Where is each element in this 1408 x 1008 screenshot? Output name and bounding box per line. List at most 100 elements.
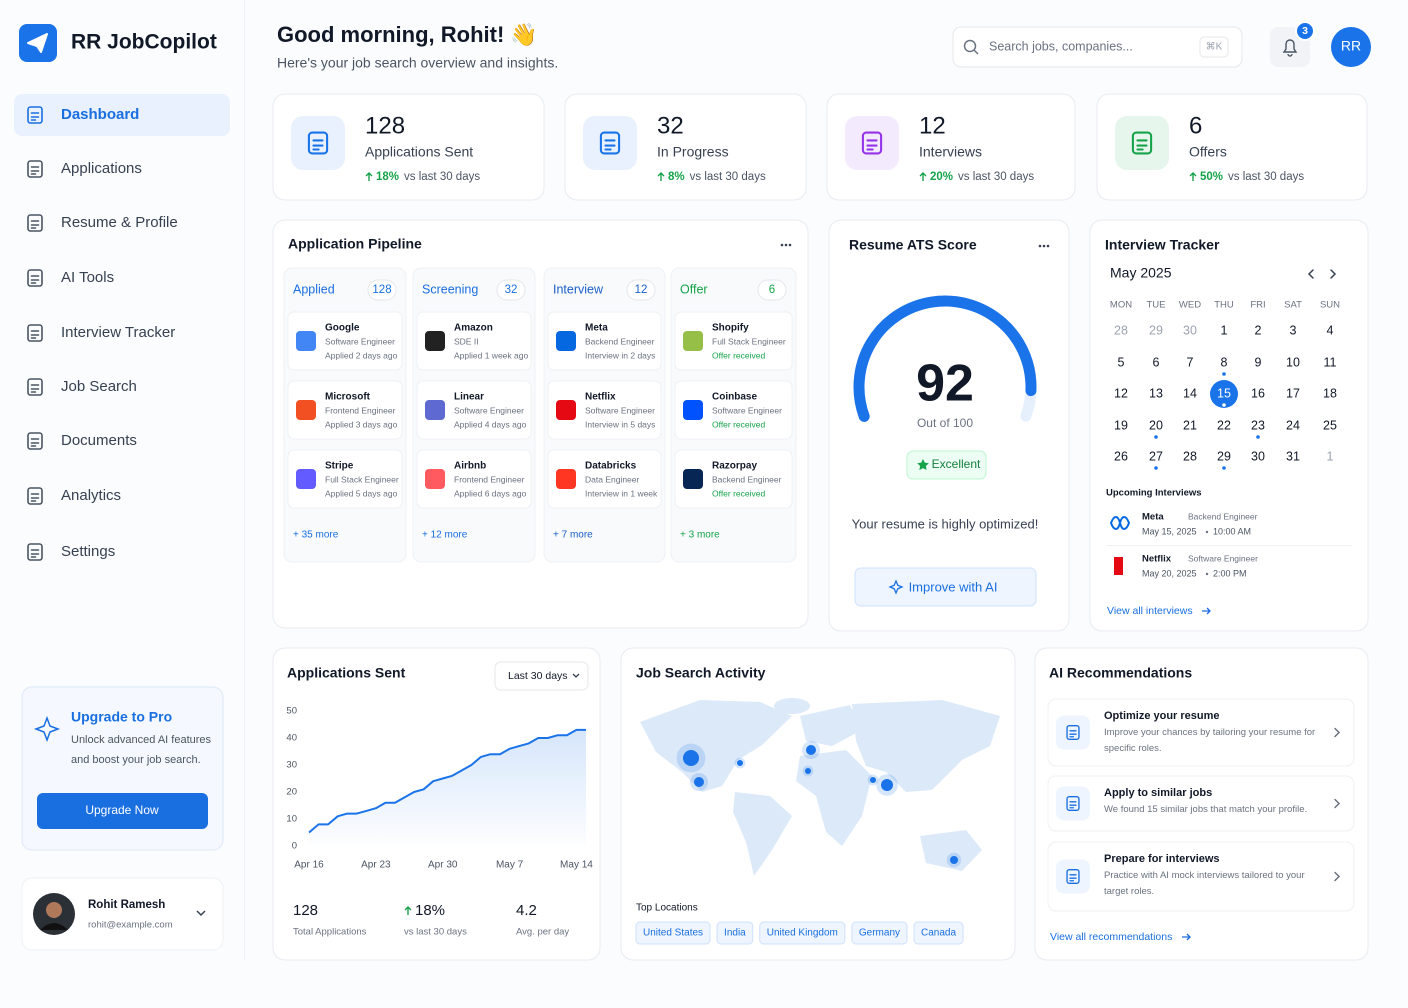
chevron[interactable] <box>1330 269 1337 279</box>
summary-value: 4.2 <box>516 902 537 919</box>
ats-note: Your resume is highly optimized! <box>852 516 1039 531</box>
calendar-day[interactable]: 27 <box>1149 449 1163 463</box>
job-role: Backend Engineer <box>712 474 782 484</box>
calendar-day[interactable]: 5 <box>1118 355 1125 369</box>
job-card[interactable] <box>416 380 532 440</box>
job-card[interactable] <box>674 449 793 509</box>
calendar-day[interactable]: 24 <box>1286 418 1300 432</box>
y-tick-label: 50 <box>286 706 297 717</box>
calendar-day[interactable]: 26 <box>1114 449 1128 463</box>
sparkle-icon <box>888 579 904 595</box>
calendar-day[interactable]: 29 <box>1149 323 1163 337</box>
job-card[interactable] <box>547 380 662 440</box>
location-chip[interactable] <box>851 921 908 945</box>
calendar-day[interactable]: 13 <box>1149 386 1163 400</box>
icon-shape <box>30 549 40 558</box>
location-chip[interactable] <box>635 921 711 945</box>
calendar-day[interactable]: 19 <box>1114 418 1128 432</box>
job-card[interactable] <box>547 449 662 509</box>
calendar-day[interactable]: 28 <box>1114 323 1128 337</box>
calendar-day[interactable]: 21 <box>1183 418 1197 432</box>
calendar-day[interactable]: 8 <box>1221 355 1228 369</box>
recommendation-card[interactable] <box>1047 698 1355 767</box>
search-box[interactable] <box>952 26 1243 68</box>
calendar-day[interactable]: 9 <box>1255 355 1262 369</box>
user-card[interactable] <box>21 877 224 951</box>
summary-value: 128 <box>293 902 318 919</box>
calendar-day[interactable]: 20 <box>1149 418 1163 432</box>
location-chip[interactable] <box>759 921 846 945</box>
ats-button[interactable] <box>854 567 1037 607</box>
column-more[interactable]: + 7 more <box>553 530 593 541</box>
job-card[interactable] <box>674 311 793 371</box>
job-role: Backend Engineer <box>585 336 655 346</box>
column-more[interactable]: + 3 more <box>680 530 720 541</box>
job-card[interactable] <box>416 311 532 371</box>
column-more[interactable]: + 35 more <box>293 530 339 541</box>
job-card[interactable] <box>287 311 403 371</box>
menu-dot <box>1038 244 1042 248</box>
nav-item[interactable] <box>14 257 230 299</box>
stat-icon <box>1131 131 1153 155</box>
calendar-day[interactable]: 25 <box>1323 418 1337 432</box>
calendar-day[interactable]: 31 <box>1286 449 1300 463</box>
recommendation-icon-bg <box>1056 786 1090 821</box>
chevron[interactable] <box>1307 269 1314 279</box>
calendar-day[interactable]: 16 <box>1251 386 1265 400</box>
job-card[interactable] <box>674 380 793 440</box>
column-more[interactable]: + 12 more <box>422 530 468 541</box>
job-card[interactable] <box>547 311 662 371</box>
calendar-day[interactable]: 22 <box>1217 418 1231 432</box>
calendar-day[interactable]: 12 <box>1114 386 1128 400</box>
company-logo <box>683 400 703 420</box>
calendar-day[interactable]: 14 <box>1183 386 1197 400</box>
icon-shape <box>866 139 878 151</box>
weekday: THU <box>1214 300 1234 311</box>
greeting: Good morning, Rohit! 👋 <box>277 22 538 48</box>
job-card[interactable] <box>416 449 532 509</box>
logo-plane <box>27 33 48 53</box>
activity-title: Job Search Activity <box>636 665 766 681</box>
calendar-day[interactable]: 29 <box>1217 449 1231 463</box>
calendar-day[interactable]: 10 <box>1286 355 1300 369</box>
location-chip[interactable] <box>716 921 754 945</box>
nav-item[interactable] <box>14 475 230 517</box>
calendar-day[interactable]: 28 <box>1183 449 1197 463</box>
nav-item[interactable] <box>14 531 230 573</box>
calendar-day[interactable]: 7 <box>1187 355 1194 369</box>
calendar-day[interactable]: 15 <box>1217 386 1231 400</box>
menu-dot <box>784 243 788 247</box>
calendar-day[interactable]: 2 <box>1255 323 1262 337</box>
arrow-up-icon <box>365 172 373 181</box>
job-card[interactable] <box>287 449 403 509</box>
nav-icon <box>27 106 43 124</box>
continent <box>852 700 1000 792</box>
calendar-day[interactable]: 17 <box>1286 386 1300 400</box>
column-name: Interview <box>553 282 604 296</box>
calendar-day[interactable]: 4 <box>1327 323 1334 337</box>
header-avatar[interactable] <box>1331 27 1371 67</box>
company-logo <box>296 331 316 351</box>
recommendation-card[interactable] <box>1047 841 1355 912</box>
calendar-day[interactable]: 6 <box>1153 355 1160 369</box>
calendar-day[interactable]: 23 <box>1251 418 1265 432</box>
separator-dot <box>1205 572 1209 576</box>
recommendation-card[interactable] <box>1047 775 1355 832</box>
chart-filter[interactable] <box>494 661 589 691</box>
company-name: Shopify <box>712 323 749 334</box>
calendar-day[interactable]: 30 <box>1183 323 1197 337</box>
y-tick-label: 40 <box>286 733 297 744</box>
location-chip[interactable] <box>913 921 964 945</box>
calendar-day[interactable]: 1 <box>1221 323 1228 337</box>
calendar-day[interactable]: 1 <box>1327 449 1334 463</box>
calendar-day[interactable]: 11 <box>1324 355 1337 369</box>
calendar-day[interactable]: 18 <box>1323 386 1337 400</box>
recommendations-link[interactable]: View all recommendations <box>1050 931 1172 943</box>
stat-value: 6 <box>1189 112 1202 139</box>
calendar-day[interactable]: 30 <box>1251 449 1265 463</box>
tracker-link[interactable]: View all interviews <box>1107 605 1193 617</box>
calendar-day[interactable]: 3 <box>1290 323 1297 337</box>
upgrade-button[interactable] <box>37 793 208 829</box>
job-card[interactable] <box>287 380 403 440</box>
